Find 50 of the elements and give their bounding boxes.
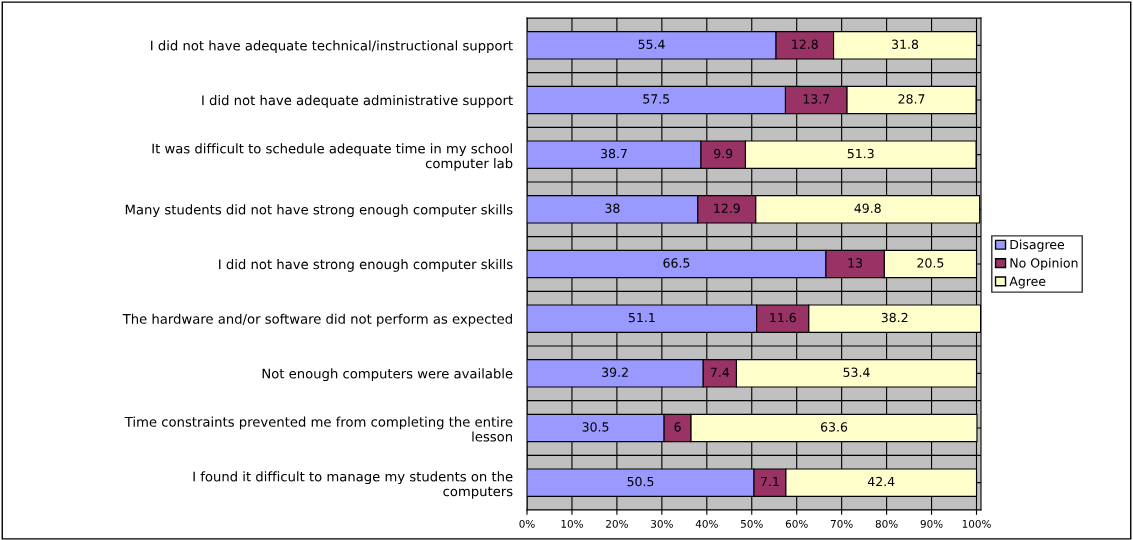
x-tick-label: 40% [695, 519, 718, 528]
data-label: 66.5 [663, 258, 690, 268]
y-tick-label: Time constraints prevented me from completing the entire lesson [124, 416, 513, 442]
y-tick-label: I did not have adequate administrative support [202, 94, 513, 108]
data-label: 6 [674, 422, 681, 432]
x-tick-label: 80% [875, 519, 898, 528]
data-label: 9.9 [714, 148, 733, 159]
data-label: 39.2 [602, 367, 628, 377]
x-tick-label: 60% [785, 519, 808, 528]
data-label: 12.9 [714, 203, 740, 213]
data-label: 51.3 [847, 148, 874, 159]
data-label: 30.5 [582, 422, 609, 432]
y-tick-label: The hardware and/or software did not perform as expected [122, 313, 512, 327]
data-label: 28.7 [898, 94, 925, 104]
data-label: 7.4 [710, 367, 730, 377]
data-label: 13 [848, 258, 863, 268]
y-tick-label: I did not have adequate technical/instructional support [151, 40, 513, 54]
x-tick-label: 10% [561, 519, 583, 528]
data-label: 31.8 [892, 39, 919, 49]
data-label: 57.5 [643, 94, 670, 104]
legend-label: Agree [1009, 276, 1046, 289]
data-label: 53.4 [843, 367, 870, 377]
x-tick-label: 0% [519, 519, 535, 528]
data-label: 7.1 [761, 477, 779, 487]
data-label: 13.7 [803, 94, 830, 104]
data-label: 38.7 [601, 148, 627, 159]
y-tick-label: I did not have strong enough computer skills [219, 258, 513, 272]
data-label: 55.4 [638, 39, 665, 49]
x-tick-label: 100% [962, 519, 991, 528]
y-tick-label: I found it difficult to manage my students on the computers [193, 471, 513, 499]
data-label: 20.5 [917, 258, 944, 268]
data-label: 63.6 [820, 422, 848, 432]
data-label: 42.4 [867, 476, 895, 487]
x-tick-label: 70% [830, 519, 853, 528]
data-label: 11.6 [770, 312, 796, 323]
x-tick-label: 90% [920, 519, 943, 528]
x-tick-label: 20% [606, 519, 628, 528]
y-tick-label: Not enough computers were available [262, 368, 513, 382]
data-label: 51.1 [628, 313, 655, 323]
data-label: 38 [605, 203, 620, 213]
data-label: 49.8 [854, 203, 881, 213]
legend-label: Disagree [1010, 239, 1065, 252]
y-tick-label: Many students did not have strong enough computer skills [125, 204, 513, 218]
x-tick-label: 30% [651, 519, 673, 528]
data-label: 50.5 [627, 476, 654, 487]
x-tick-label: 50% [740, 519, 763, 528]
legend-label: No Opinion [1010, 257, 1078, 271]
y-tick-label: It was difficult to schedule adequate time in my school computer lab [152, 143, 513, 171]
data-label: 38.2 [881, 312, 908, 323]
data-label: 12.8 [792, 39, 818, 49]
